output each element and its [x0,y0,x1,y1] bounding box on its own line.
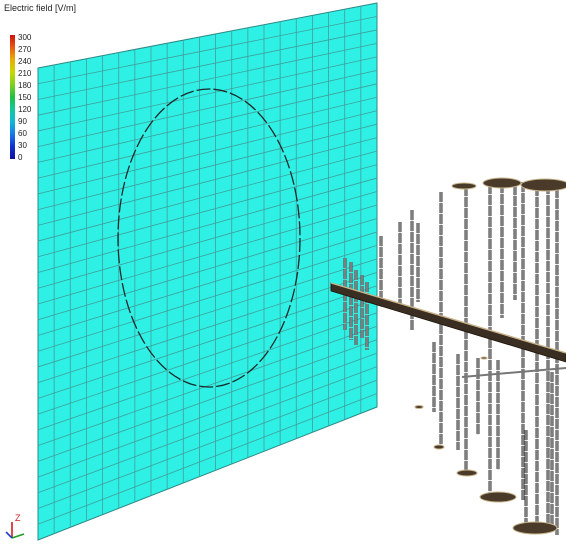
grid-line [37,312,378,431]
grid-line [37,218,378,321]
legend-colorbar [10,35,15,159]
legend-tick: 270 [18,45,32,54]
ground-disk [456,469,478,477]
legend-tick: 150 [18,93,32,102]
aperture-outline [117,88,301,388]
ground-disk [520,178,566,192]
grid-line [37,56,378,132]
ground-disk [451,182,477,190]
legend-tick: 60 [18,129,27,138]
ground-disk [482,177,522,189]
ground-disk [414,405,424,409]
legend-tick: 240 [18,57,32,66]
axis-z-label: Z [15,513,21,523]
grid-line [37,204,378,305]
grid-line [37,83,378,163]
legend-tick: 180 [18,81,32,90]
grid-line [37,150,378,242]
legend-tick: 30 [18,141,27,150]
grid-line [37,43,378,116]
grid-line [37,325,378,446]
grid-line [37,339,378,462]
grid-line [37,177,378,273]
legend-tick: 300 [18,33,32,42]
ground-disk [479,491,517,503]
ground-disk [480,356,488,360]
electric-field-plane [37,2,378,541]
grid-line [37,245,378,352]
grid-line [37,393,378,525]
legend-title: Electric field [V/m] [4,3,77,13]
ground-disk [512,521,558,535]
axis-triad-icon[interactable]: Z [2,512,30,542]
grid-line [37,191,378,289]
legend-tick: 210 [18,69,32,78]
legend-tick: 90 [18,117,27,126]
legend-tick: 120 [18,105,32,114]
grid-line [37,16,378,85]
grid-line [37,366,378,494]
antenna-array [343,177,566,535]
support-beam [330,282,566,378]
grid-line [37,69,378,148]
grid-line [37,352,378,478]
grid-line [37,258,378,368]
grid-line [37,137,378,226]
plane-mesh-grid [37,6,378,534]
ground-disk [433,444,445,450]
grid-line [37,123,378,210]
grid-line [37,379,378,509]
grid-line [37,29,378,100]
grid-line [37,231,378,336]
grid-line [37,96,378,179]
grid-line [37,110,378,195]
grid-line [37,271,378,384]
grid-line [37,164,378,258]
grid-line [37,298,378,415]
legend-tick: 0 [18,153,23,162]
grid-line [37,285,378,399]
